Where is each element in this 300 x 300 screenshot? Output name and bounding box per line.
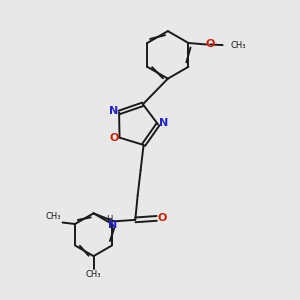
Text: CH₃: CH₃ — [86, 270, 101, 279]
Text: N: N — [108, 220, 118, 230]
Text: CH₃: CH₃ — [46, 212, 61, 221]
Text: N: N — [109, 106, 119, 116]
Text: O: O — [157, 213, 166, 224]
Text: CH₃: CH₃ — [231, 40, 246, 50]
Text: H: H — [106, 215, 112, 224]
Text: N: N — [159, 118, 168, 128]
Text: O: O — [206, 40, 215, 50]
Text: O: O — [110, 133, 119, 143]
